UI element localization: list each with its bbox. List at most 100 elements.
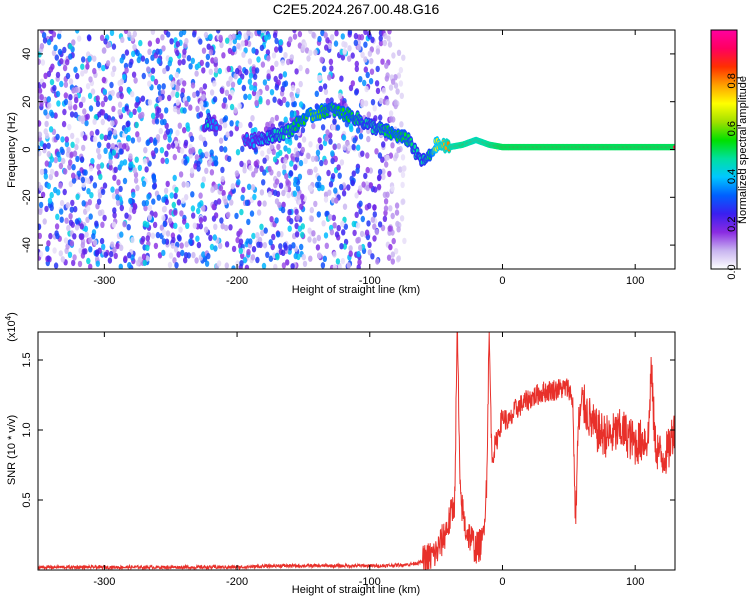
noise-dot: [119, 204, 125, 212]
noise-dot: [71, 177, 77, 184]
noise-dot: [48, 173, 53, 181]
noise-dot: [127, 262, 132, 269]
noise-dot: [367, 249, 372, 256]
noise-dot: [244, 199, 250, 206]
noise-dot: [120, 36, 125, 43]
noise-dot: [103, 251, 109, 258]
noise-dot: [170, 242, 175, 249]
noise-dot: [293, 252, 298, 260]
noise-dot: [84, 231, 89, 238]
noise-dot: [154, 118, 160, 125]
noise-dot: [43, 173, 48, 180]
noise-dot: [223, 198, 228, 205]
noise-dot: [128, 153, 133, 160]
noise-dot: [110, 56, 116, 63]
noise-dot: [360, 215, 365, 223]
noise-dot: [351, 170, 356, 177]
noise-dot: [194, 70, 199, 77]
noise-dot: [329, 65, 334, 72]
ridge-point: [206, 122, 210, 128]
noise-dot: [308, 141, 313, 148]
noise-dot: [44, 132, 50, 140]
noise-dot: [85, 205, 91, 212]
noise-dot: [353, 32, 359, 40]
noise-dot: [46, 240, 51, 247]
noise-dot: [141, 253, 147, 260]
noise-dot: [49, 168, 55, 176]
noise-dot: [219, 217, 224, 224]
noise-dot: [316, 211, 321, 218]
noise-dot: [68, 94, 73, 101]
x-tick-label: 100: [626, 275, 644, 287]
noise-dot: [365, 166, 370, 174]
spectrogram-x-label: Height of straight line (km): [292, 284, 420, 296]
noise-dot: [52, 247, 57, 254]
noise-dot: [213, 223, 218, 230]
noise-dot: [177, 59, 182, 66]
snr-frame: [37, 331, 676, 571]
noise-dot: [135, 131, 140, 138]
noise-dot: [342, 144, 347, 151]
noise-dot: [122, 221, 127, 228]
noise-dot: [75, 30, 80, 34]
noise-dot: [116, 179, 121, 186]
noise-dot: [298, 159, 304, 167]
noise-dot: [387, 41, 393, 48]
noise-dot: [336, 143, 341, 150]
noise-dot: [124, 105, 129, 112]
noise-dot: [202, 215, 207, 222]
noise-dot: [46, 38, 52, 46]
noise-dot: [223, 146, 228, 153]
noise-dot: [88, 263, 93, 269]
noise-dot: [292, 100, 297, 108]
noise-dot: [363, 56, 368, 63]
noise-dot: [263, 34, 269, 42]
noise-dot: [354, 65, 359, 73]
noise-dot: [92, 182, 98, 189]
noise-dot: [271, 148, 276, 155]
noise-dot: [125, 121, 130, 128]
noise-dot: [144, 57, 150, 65]
noise-dot: [96, 163, 101, 171]
noise-dot: [182, 48, 187, 55]
noise-dot: [230, 183, 235, 190]
ridge-point: [271, 137, 274, 143]
noise-dot: [108, 159, 113, 166]
noise-dot: [235, 67, 240, 75]
noise-dot: [117, 109, 122, 116]
noise-dot: [289, 54, 294, 61]
noise-dot: [81, 96, 86, 103]
noise-dot: [150, 150, 156, 157]
noise-dot: [399, 121, 404, 128]
noise-dot: [265, 251, 270, 258]
noise-dot: [364, 85, 369, 93]
noise-dot: [40, 191, 46, 198]
noise-dot: [74, 224, 80, 231]
noise-dot: [242, 257, 248, 264]
noise-dot: [276, 170, 281, 178]
spectrogram-noise: [38, 30, 407, 269]
noise-dot: [44, 120, 49, 128]
noise-dot: [51, 49, 57, 57]
noise-dot: [80, 63, 85, 70]
noise-dot: [56, 151, 61, 158]
noise-dot: [400, 154, 406, 161]
noise-dot: [53, 156, 58, 164]
noise-dot: [393, 82, 399, 89]
noise-dot: [361, 181, 366, 188]
colorbar-tick-label: 0.0: [726, 264, 738, 279]
noise-dot: [246, 248, 251, 256]
noise-dot: [47, 197, 53, 204]
colorbar: 0.0 0.2 0.4 0.6 0.8 Normalized spectral ampl…: [710, 29, 749, 280]
noise-dot: [49, 30, 54, 35]
noise-dot: [160, 34, 165, 41]
noise-dot: [274, 114, 279, 122]
noise-dot: [128, 111, 134, 119]
noise-dot: [99, 133, 105, 140]
noise-dot: [248, 72, 254, 79]
noise-dot: [44, 205, 49, 213]
noise-dot: [174, 186, 179, 194]
noise-dot: [182, 107, 187, 114]
noise-dot: [381, 87, 386, 94]
noise-dot: [95, 249, 100, 256]
